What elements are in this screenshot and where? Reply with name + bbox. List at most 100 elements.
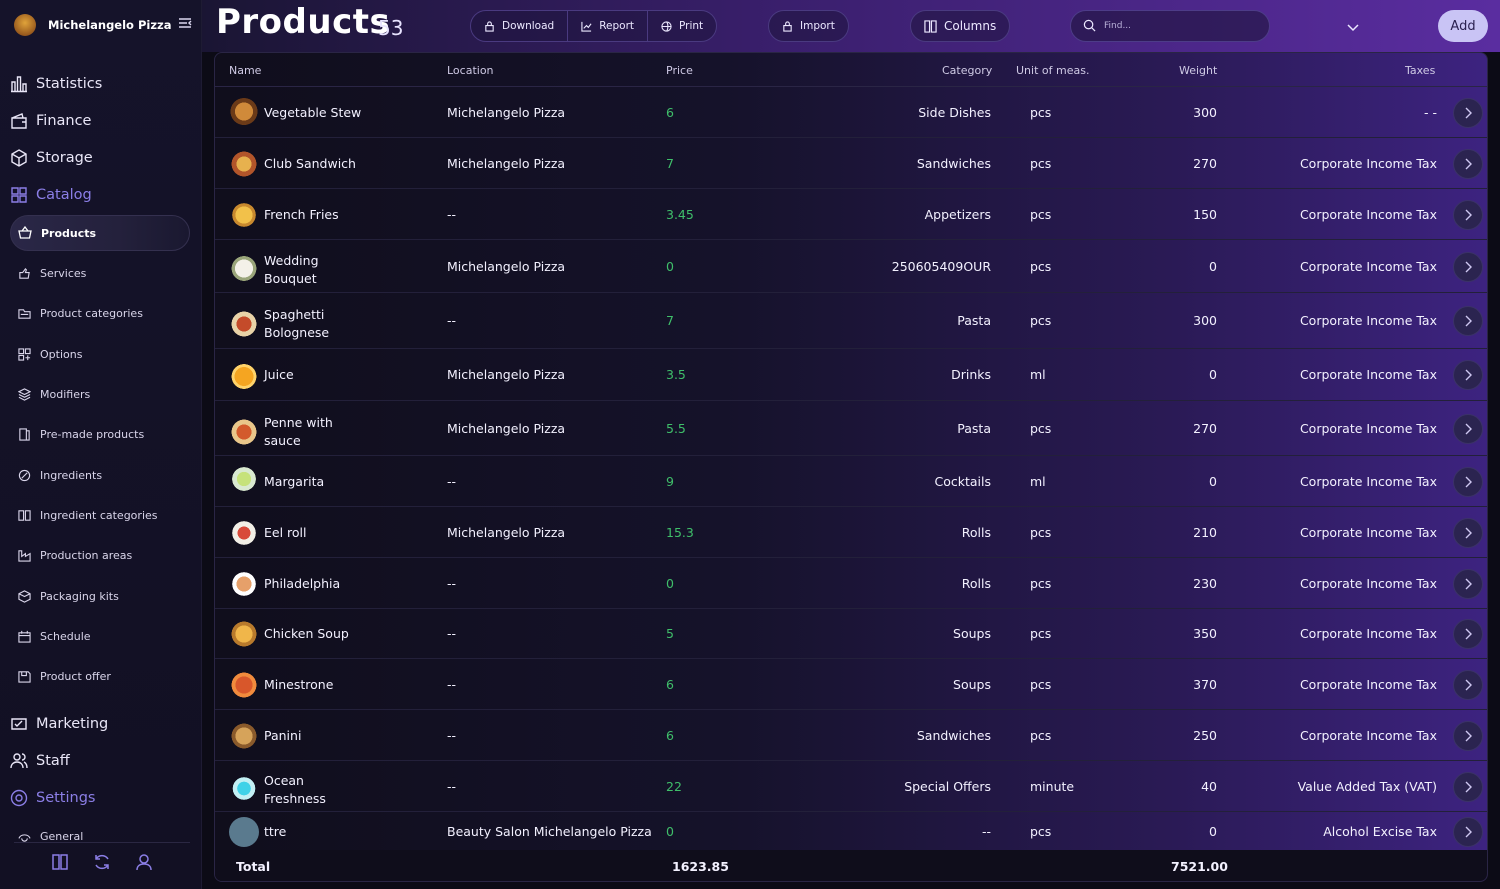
row-open-button[interactable] xyxy=(1453,619,1483,649)
row-open-button[interactable] xyxy=(1453,360,1483,390)
sidebar-collapse-icon[interactable] xyxy=(178,17,192,33)
row-open-button[interactable] xyxy=(1453,149,1483,179)
table-row[interactable]: Minestrone -- 6 Soups pcs 370 Corporate Income… xyxy=(215,659,1487,710)
row-open-button[interactable] xyxy=(1453,306,1483,336)
chevron-right-icon xyxy=(1465,679,1472,691)
page-header: Products 53 Download Report Print Import… xyxy=(202,0,1500,52)
product-name-cell: Panini xyxy=(215,721,364,751)
columns-button[interactable]: Columns xyxy=(910,10,1011,42)
nav-sub-ingredients[interactable]: Ingredients xyxy=(10,457,190,493)
add-button[interactable]: Add xyxy=(1438,10,1488,42)
nav-sub-general[interactable]: General xyxy=(10,818,190,854)
column-header-name[interactable]: Name xyxy=(229,64,262,77)
product-taxes: Corporate Income Tax xyxy=(1299,421,1437,436)
nav-label: Product categories xyxy=(40,306,143,320)
product-price: 5 xyxy=(666,626,674,641)
table-row[interactable]: Ocean Freshness -- 22 Special Offers minute 4… xyxy=(215,761,1487,812)
report-button[interactable]: Report xyxy=(568,11,649,41)
nav-label: General xyxy=(40,829,84,843)
product-unit: pcs xyxy=(1030,259,1052,274)
brand-logo xyxy=(14,14,36,36)
box-icon xyxy=(8,147,30,169)
nav-storage[interactable]: Storage xyxy=(8,144,194,172)
table-row[interactable]: ttre Beauty Salon Michelangelo Pizza 0 -- pc… xyxy=(215,812,1487,852)
column-header-category[interactable]: Category xyxy=(942,64,993,77)
nav-sub-products[interactable]: Products xyxy=(10,215,190,251)
import-button[interactable]: Import xyxy=(768,10,849,42)
nav-label: Storage xyxy=(36,150,93,166)
options-icon xyxy=(16,346,32,362)
table-row[interactable]: Club Sandwich Michelangelo Pizza 7 Sandwich… xyxy=(215,138,1487,189)
row-open-button[interactable] xyxy=(1453,569,1483,599)
row-open-button[interactable] xyxy=(1453,467,1483,497)
wallet-icon xyxy=(8,110,30,132)
search-input[interactable] xyxy=(1104,21,1254,31)
product-price: 0 xyxy=(666,576,674,591)
table-row[interactable]: Panini -- 6 Sandwiches pcs 250 Corporate Incom… xyxy=(215,710,1487,761)
sidebar-divider xyxy=(14,842,190,843)
nav-sub-production-areas[interactable]: Production areas xyxy=(10,537,190,573)
nav-settings[interactable]: Settings xyxy=(8,784,194,812)
nav-label: Pre-made products xyxy=(40,427,145,441)
row-open-button[interactable] xyxy=(1453,772,1483,802)
product-taxes: Corporate Income Tax xyxy=(1299,576,1437,591)
nav-sub-ingredient-categories[interactable]: Ingredient categories xyxy=(10,497,190,533)
nav-sub-schedule[interactable]: Schedule xyxy=(10,618,190,654)
table-row[interactable]: Philadelphia -- 0 Rolls pcs 230 Corporate Inco… xyxy=(215,558,1487,609)
product-price: 3.5 xyxy=(666,367,686,382)
row-open-button[interactable] xyxy=(1453,670,1483,700)
table-row[interactable]: Spaghetti Bolognese -- 7 Pasta pcs 300 Corpora… xyxy=(215,293,1487,349)
column-header-taxes[interactable]: Taxes xyxy=(1405,64,1436,77)
nav-staff[interactable]: Staff xyxy=(8,747,194,775)
nav-sub-packaging-kits[interactable]: Packaging kits xyxy=(10,578,190,614)
chevron-right-icon xyxy=(1465,476,1472,488)
product-category: Special Offers xyxy=(904,779,991,794)
refresh-icon[interactable] xyxy=(92,852,112,872)
table-row[interactable]: Juice Michelangelo Pizza 3.5 Drinks ml 0 Corpo… xyxy=(215,349,1487,401)
product-name-cell: French Fries xyxy=(215,200,364,230)
row-open-button[interactable] xyxy=(1453,200,1483,230)
table-row[interactable]: Penne with sauce Michelangelo Pizza 5.5 Pas… xyxy=(215,401,1487,456)
product-thumbnail xyxy=(229,255,259,285)
row-open-button[interactable] xyxy=(1453,414,1483,444)
layout-icon[interactable] xyxy=(50,852,70,872)
nav-sub-modifiers[interactable]: Modifiers xyxy=(10,376,190,412)
nav-sub-pre-made-products[interactable]: Pre-made products xyxy=(10,416,190,452)
nav-sub-product-categories[interactable]: Product categories xyxy=(10,295,190,331)
nav-label: Staff xyxy=(36,753,70,769)
product-name-cell: Philadelphia xyxy=(215,569,364,599)
column-header-weight[interactable]: Weight xyxy=(1179,64,1218,77)
nav-finance[interactable]: Finance xyxy=(8,107,194,135)
table-row[interactable]: Margarita -- 9 Cocktails ml 0 Corporate Income… xyxy=(215,456,1487,507)
column-header-price[interactable]: Price xyxy=(666,64,693,77)
product-category: 250605409OUR xyxy=(891,259,991,274)
table-row[interactable]: French Fries -- 3.45 Appetizers pcs 150 Corpor… xyxy=(215,189,1487,240)
column-header-location[interactable]: Location xyxy=(447,64,494,77)
nav-statistics[interactable]: Statistics xyxy=(8,70,194,98)
row-open-button[interactable] xyxy=(1453,98,1483,128)
nav-catalog[interactable]: Catalog xyxy=(8,181,194,209)
table-row[interactable]: Wedding Bouquet Michelangelo Pizza 0 250605… xyxy=(215,240,1487,293)
print-button[interactable]: Print xyxy=(648,11,716,41)
nav-sub-product-offer[interactable]: Product offer xyxy=(10,658,190,694)
nav-sub-options[interactable]: Options xyxy=(10,336,190,372)
product-taxes: Corporate Income Tax xyxy=(1299,677,1437,692)
column-header-unit[interactable]: Unit of meas. xyxy=(1016,64,1090,77)
table-row[interactable]: Eel roll Michelangelo Pizza 15.3 Rolls pcs 21… xyxy=(215,507,1487,558)
chevron-down-icon[interactable] xyxy=(1346,18,1360,37)
row-open-button[interactable] xyxy=(1453,518,1483,548)
download-button[interactable]: Download xyxy=(471,11,569,41)
product-name-cell: Chicken Soup xyxy=(215,619,364,649)
row-open-button[interactable] xyxy=(1453,721,1483,751)
chevron-right-icon xyxy=(1465,107,1472,119)
download-icon xyxy=(484,20,495,32)
table-row[interactable]: Vegetable Stew Michelangelo Pizza 6 Side Di… xyxy=(215,87,1487,138)
row-open-button[interactable] xyxy=(1453,817,1483,847)
row-open-button[interactable] xyxy=(1453,252,1483,282)
table-row[interactable]: Chicken Soup -- 5 Soups pcs 350 Corporate Inco… xyxy=(215,609,1487,659)
profile-icon[interactable] xyxy=(134,852,154,872)
nav-marketing[interactable]: Marketing xyxy=(8,710,194,738)
nav-sub-services[interactable]: Services xyxy=(10,255,190,291)
nav-label: Catalog xyxy=(36,187,92,203)
product-unit: pcs xyxy=(1030,728,1052,743)
